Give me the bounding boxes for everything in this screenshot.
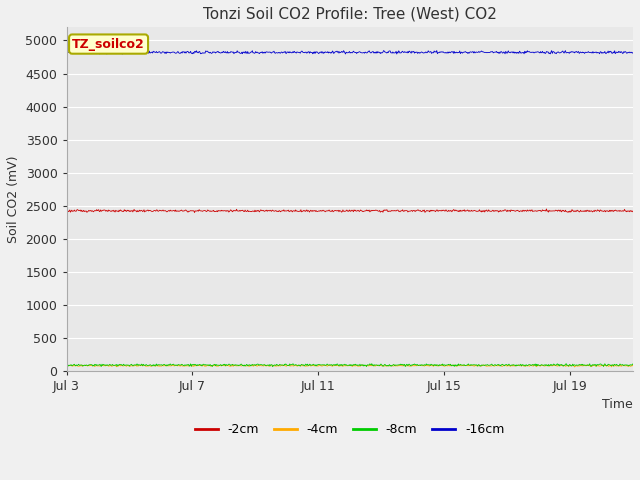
Legend: -2cm, -4cm, -8cm, -16cm: -2cm, -4cm, -8cm, -16cm	[190, 418, 509, 441]
Title: Tonzi Soil CO2 Profile: Tree (West) CO2: Tonzi Soil CO2 Profile: Tree (West) CO2	[203, 7, 497, 22]
X-axis label: Time: Time	[602, 398, 633, 411]
Y-axis label: Soil CO2 (mV): Soil CO2 (mV)	[7, 155, 20, 243]
Text: TZ_soilco2: TZ_soilco2	[72, 37, 145, 50]
